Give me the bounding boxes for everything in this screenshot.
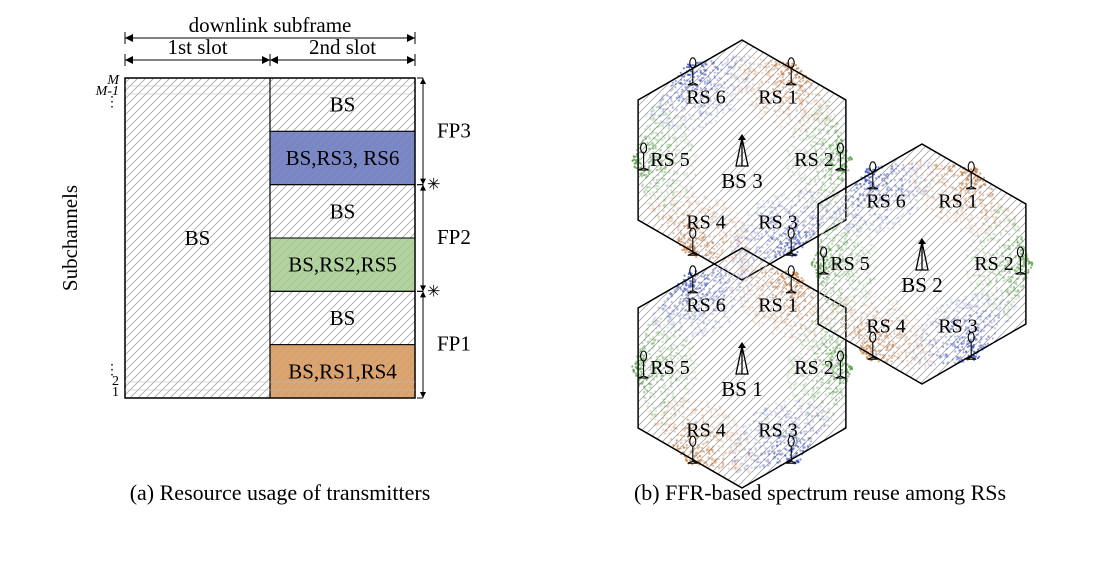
rs-label: RS 5 <box>650 149 689 171</box>
bs-label: BS 1 <box>721 377 762 401</box>
rs-label: RS 6 <box>686 295 725 317</box>
rs-label: RS 2 <box>794 149 833 171</box>
bs-label: BS 3 <box>721 169 762 193</box>
row-label: BS,RS2,RS5 <box>288 253 397 277</box>
row-label: BS,RS3, RS6 <box>286 146 400 170</box>
rs-label: RS 3 <box>938 315 977 337</box>
label-subframe: downlink subframe <box>189 13 352 37</box>
subfigure-a: BS BS,RS3, RS6 BS BS,RS2,RS5 BS BS,RS1,RS4 BS d… <box>58 13 471 400</box>
row-label: BS <box>330 199 356 223</box>
rs-label: RS 4 <box>686 419 725 441</box>
rs-label: RS 4 <box>686 211 725 233</box>
label-slot1: 1st slot <box>167 35 227 59</box>
left-bs-label: BS <box>185 226 211 250</box>
rs-label: RS 1 <box>758 87 797 109</box>
rs-label: RS 1 <box>938 191 977 213</box>
rs-label: RS 2 <box>974 253 1013 275</box>
caption-a: (a) Resource usage of transmitters <box>130 480 431 505</box>
rs-label: RS 1 <box>758 295 797 317</box>
rs-label: RS 5 <box>650 357 689 379</box>
rs-label: RS 2 <box>794 357 833 379</box>
ytick: 1 <box>112 385 119 400</box>
subfigure-b: RS 1 RS 2 RS 3 RS 4 RS 5 RS 6 BS 3 RS 1 RS 2 RS 3… <box>631 40 1033 488</box>
row-label: BS,RS1,RS4 <box>288 359 397 383</box>
ytick: ⋮ <box>105 95 119 110</box>
figure-svg: BS BS,RS3, RS6 BS BS,RS2,RS5 BS BS,RS1,RS4 BS d… <box>0 0 1116 561</box>
rs-label: RS 3 <box>758 211 797 233</box>
row-label: BS <box>330 306 356 330</box>
rs-label: RS 3 <box>758 419 797 441</box>
rs-label: RS 5 <box>830 253 869 275</box>
svg-text:✳: ✳ <box>427 283 440 300</box>
rs-label: RS 6 <box>686 87 725 109</box>
svg-text:✳: ✳ <box>427 177 440 194</box>
fp-label: FP2 <box>437 225 471 249</box>
label-slot2: 2nd slot <box>309 35 376 59</box>
caption-b: (b) FFR-based spectrum reuse among RSs <box>634 480 1006 505</box>
fp-label: FP3 <box>437 118 471 142</box>
row-label: BS <box>330 93 356 117</box>
rs-label: RS 4 <box>866 315 905 337</box>
rs-label: RS 6 <box>866 191 905 213</box>
fp-label: FP1 <box>437 332 471 356</box>
y-axis-label: Subchannels <box>58 185 82 291</box>
bs-label: BS 2 <box>901 273 942 297</box>
